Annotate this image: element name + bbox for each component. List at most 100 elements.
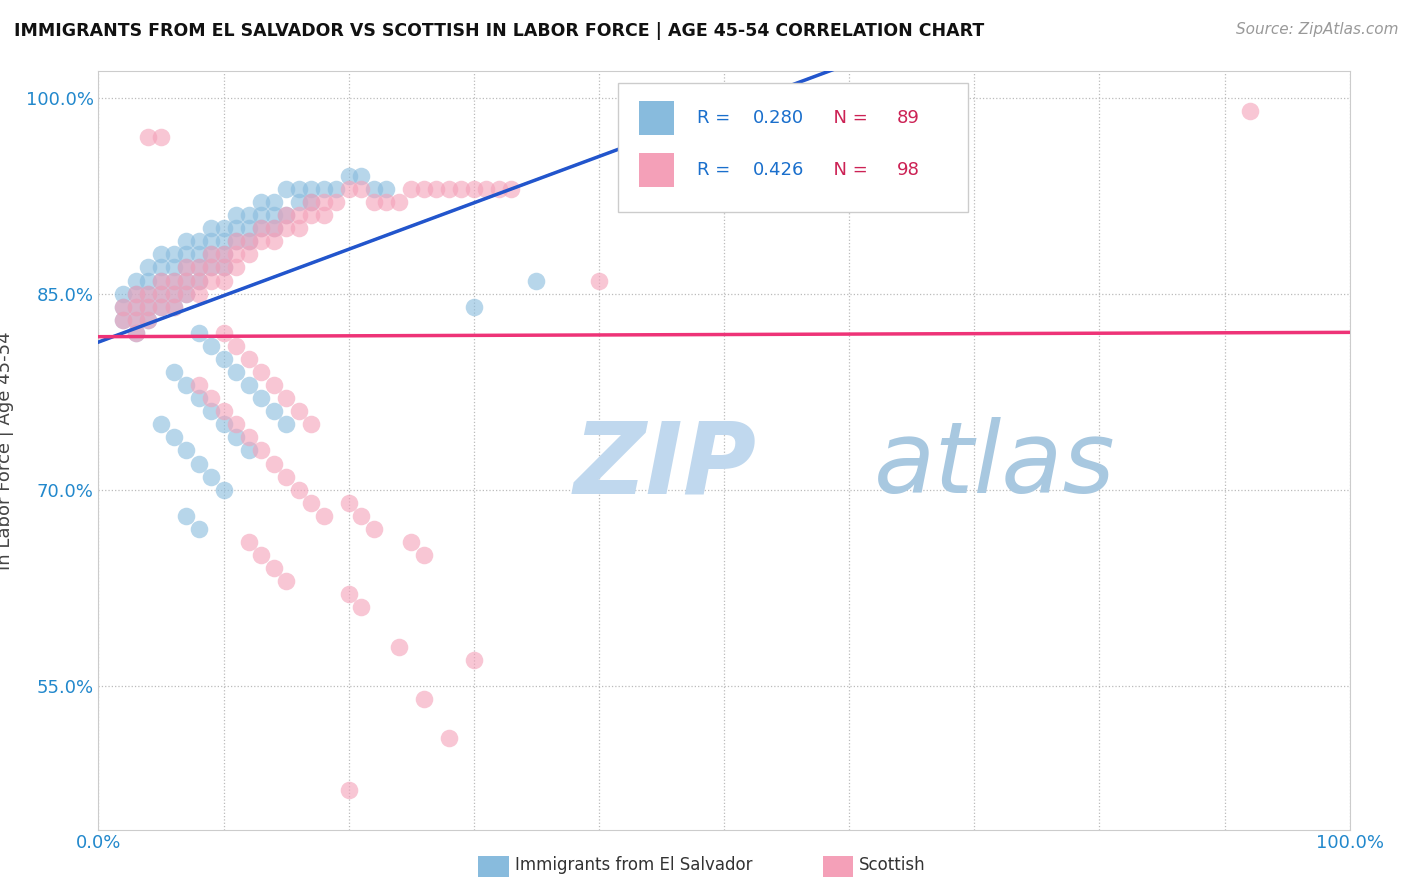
FancyBboxPatch shape [638, 102, 673, 136]
Point [238, 430, 260, 444]
Point [174, 286, 197, 301]
Point [350, 600, 373, 615]
Text: atlas: atlas [875, 417, 1116, 514]
Point [274, 221, 298, 235]
Point [287, 404, 309, 418]
Point [212, 235, 235, 249]
Point [363, 195, 385, 210]
Point [274, 182, 298, 196]
Text: 98: 98 [897, 161, 920, 179]
Point [225, 339, 247, 353]
Point [162, 273, 184, 287]
Point [312, 182, 335, 196]
Point [363, 522, 385, 536]
Point [250, 208, 273, 222]
Point [287, 195, 309, 210]
Point [174, 273, 197, 287]
Point [200, 339, 222, 353]
Text: Source: ZipAtlas.com: Source: ZipAtlas.com [1236, 22, 1399, 37]
Point [225, 260, 247, 275]
Point [1239, 103, 1261, 118]
Point [150, 260, 173, 275]
Point [212, 247, 235, 261]
Point [299, 195, 322, 210]
Point [337, 182, 360, 196]
Point [263, 195, 285, 210]
Point [187, 378, 209, 392]
Point [138, 312, 160, 326]
Point [125, 312, 148, 326]
Point [174, 260, 197, 275]
Point [312, 195, 335, 210]
Point [312, 208, 335, 222]
Point [200, 273, 222, 287]
Point [138, 260, 160, 275]
Point [337, 496, 360, 510]
Point [325, 182, 347, 196]
Point [274, 391, 298, 405]
Point [375, 195, 398, 210]
FancyBboxPatch shape [638, 153, 673, 187]
Point [112, 300, 135, 314]
Point [187, 326, 209, 340]
Point [187, 457, 209, 471]
Point [174, 260, 197, 275]
Point [412, 182, 434, 196]
Point [238, 235, 260, 249]
Point [238, 378, 260, 392]
Point [225, 430, 247, 444]
Point [274, 208, 298, 222]
Point [125, 326, 148, 340]
Point [162, 260, 184, 275]
Point [263, 457, 285, 471]
Point [325, 195, 347, 210]
Point [225, 417, 247, 432]
Point [350, 508, 373, 523]
Point [412, 691, 434, 706]
Point [463, 182, 485, 196]
Point [238, 235, 260, 249]
Point [524, 273, 547, 287]
Point [250, 548, 273, 562]
FancyBboxPatch shape [617, 83, 969, 211]
Point [125, 273, 148, 287]
Point [238, 221, 260, 235]
Point [125, 300, 148, 314]
Text: R =: R = [696, 110, 735, 128]
Point [174, 286, 197, 301]
Point [299, 496, 322, 510]
Point [212, 351, 235, 366]
Point [225, 235, 247, 249]
Point [150, 129, 173, 144]
Point [162, 430, 184, 444]
Point [200, 221, 222, 235]
Point [138, 300, 160, 314]
Point [150, 273, 173, 287]
Point [401, 182, 423, 196]
Point [212, 260, 235, 275]
Point [299, 208, 322, 222]
Point [212, 273, 235, 287]
Point [250, 195, 273, 210]
Point [212, 417, 235, 432]
Point [138, 312, 160, 326]
Point [162, 286, 184, 301]
Point [274, 417, 298, 432]
Point [250, 391, 273, 405]
Point [263, 404, 285, 418]
Point [212, 247, 235, 261]
Point [225, 221, 247, 235]
Point [299, 195, 322, 210]
Point [250, 221, 273, 235]
Point [501, 182, 523, 196]
Point [488, 182, 510, 196]
Point [150, 247, 173, 261]
Point [200, 404, 222, 418]
Text: 0.426: 0.426 [752, 161, 804, 179]
Point [187, 260, 209, 275]
Point [187, 286, 209, 301]
Point [162, 300, 184, 314]
Point [263, 561, 285, 575]
Point [187, 260, 209, 275]
Point [150, 300, 173, 314]
